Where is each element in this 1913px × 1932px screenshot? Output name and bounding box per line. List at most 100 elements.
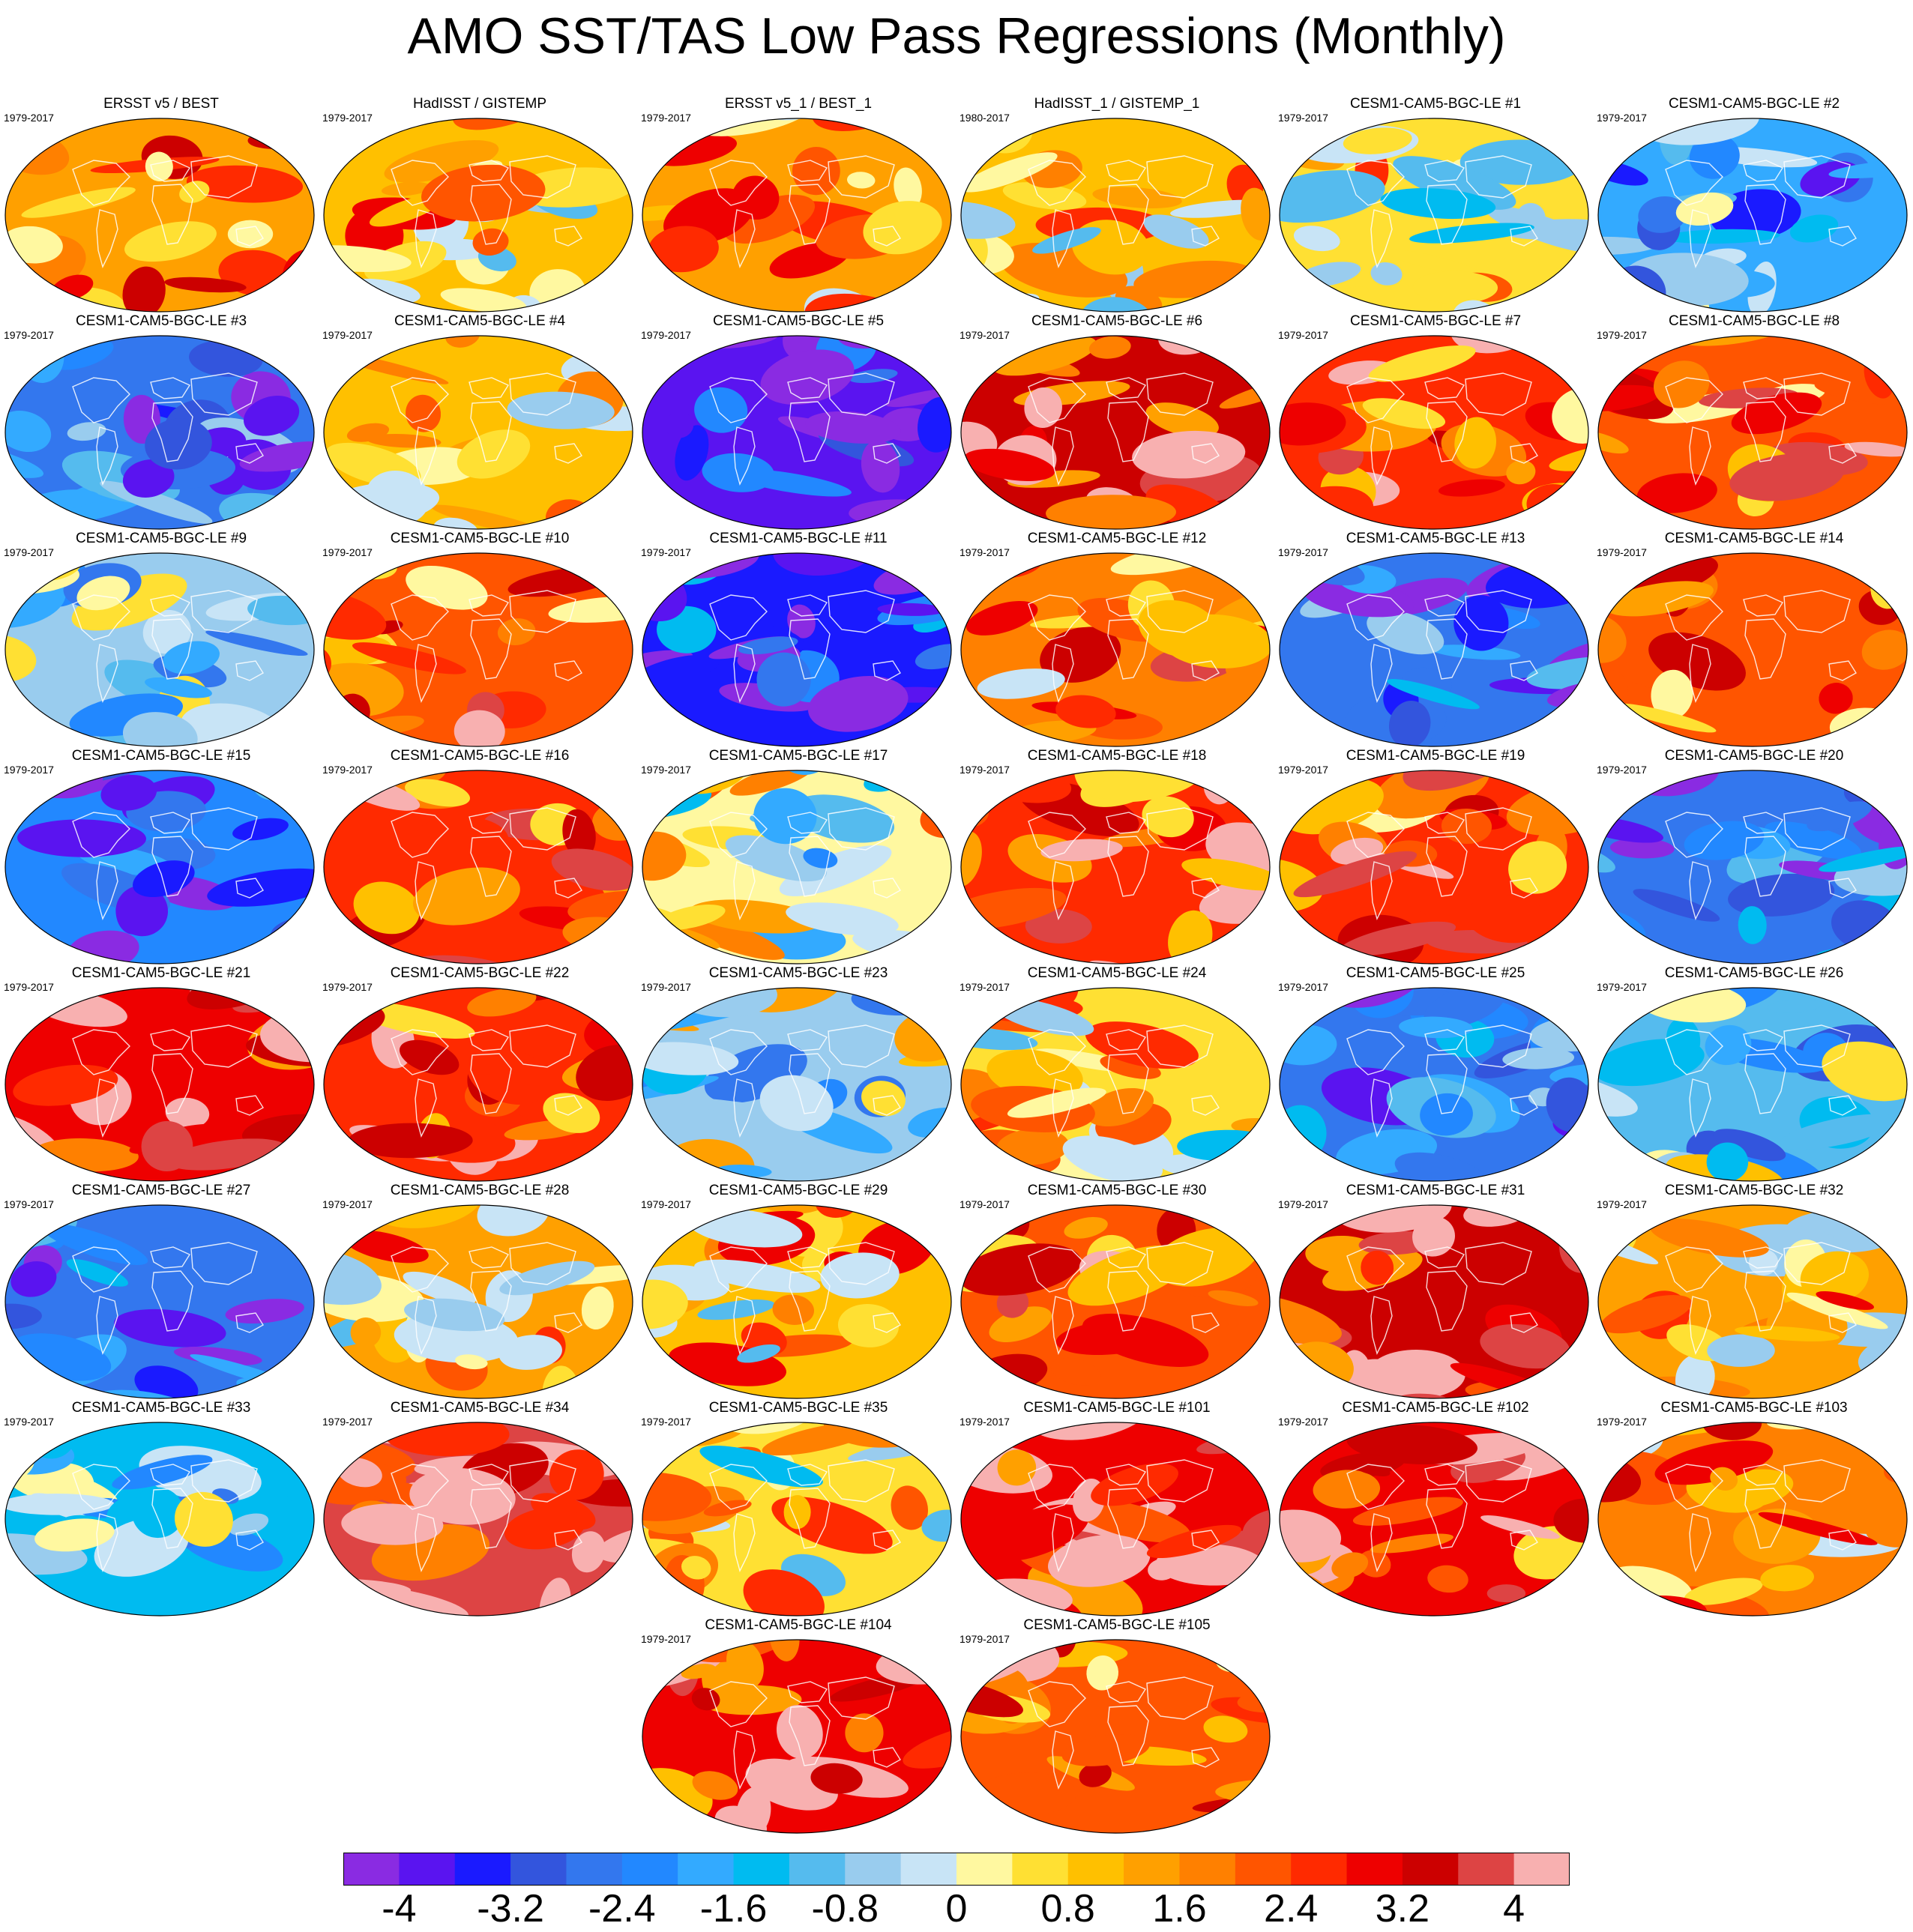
field-anomaly bbox=[1361, 1250, 1394, 1285]
field-anomaly bbox=[5, 1209, 67, 1223]
map-panel: CESM1-CAM5-BGC-LE #11 1979-2017 bbox=[641, 531, 956, 748]
coastline bbox=[1665, 594, 1723, 641]
field-anomaly bbox=[863, 201, 942, 255]
field-anomaly bbox=[173, 1346, 262, 1366]
field-anomaly bbox=[5, 410, 52, 453]
colorbar-tick-label: -0.8 bbox=[811, 1887, 879, 1931]
regression-map bbox=[642, 987, 952, 1182]
coastline bbox=[1191, 660, 1220, 681]
panel-years: 1979-2017 bbox=[959, 1633, 1010, 1645]
coastline bbox=[709, 1246, 768, 1293]
coastline bbox=[1743, 377, 1784, 399]
map-outline bbox=[4, 1422, 315, 1616]
regression-map bbox=[1597, 552, 1908, 747]
coastline bbox=[1744, 1488, 1786, 1549]
coastline bbox=[235, 660, 264, 681]
map-outline bbox=[4, 118, 315, 313]
coastline bbox=[96, 861, 118, 920]
field-anomaly bbox=[466, 1046, 550, 1105]
panel-title: CESM1-CAM5-BGC-LE #26 bbox=[1664, 965, 1844, 981]
coastline bbox=[1052, 1078, 1074, 1138]
field-anomaly bbox=[1738, 906, 1767, 944]
field-anomaly bbox=[787, 604, 816, 639]
map-outline bbox=[323, 770, 633, 965]
coastline bbox=[1107, 618, 1149, 680]
coastline bbox=[1743, 1246, 1784, 1269]
field-anomaly bbox=[1142, 796, 1194, 838]
field-anomaly bbox=[1242, 1508, 1270, 1551]
field-anomaly bbox=[1870, 988, 1907, 997]
colorbar-box bbox=[343, 1853, 400, 1886]
field-anomaly bbox=[1358, 1550, 1391, 1578]
field-anomaly bbox=[1483, 1204, 1520, 1207]
map-outline bbox=[642, 118, 952, 313]
colorbar-box bbox=[1458, 1853, 1515, 1886]
field-anomaly bbox=[5, 1580, 19, 1616]
field-anomaly bbox=[163, 641, 220, 674]
field-anomaly bbox=[419, 1096, 537, 1138]
panel-years: 1979-2017 bbox=[4, 546, 54, 558]
field-anomaly bbox=[381, 181, 432, 196]
coastline bbox=[1106, 812, 1147, 834]
panel-title: CESM1-CAM5-BGC-LE #17 bbox=[708, 748, 888, 764]
field-anomaly bbox=[1346, 1424, 1478, 1464]
coastline bbox=[190, 1459, 258, 1503]
field-anomaly bbox=[1814, 380, 1907, 405]
panel-years: 1979-2017 bbox=[1278, 546, 1328, 558]
field-anomaly bbox=[624, 804, 633, 822]
field-anomaly bbox=[274, 1394, 313, 1398]
colorbar-box bbox=[1012, 1853, 1069, 1886]
coastline bbox=[554, 226, 582, 247]
coastline bbox=[733, 1730, 756, 1790]
panel-years: 1979-2017 bbox=[1278, 764, 1328, 776]
coastline bbox=[470, 836, 512, 897]
field-anomaly bbox=[772, 553, 880, 576]
field-anomaly bbox=[1055, 434, 1100, 471]
field-anomaly bbox=[324, 245, 412, 273]
coastline bbox=[1146, 1676, 1214, 1720]
field-anomaly bbox=[1598, 988, 1621, 1003]
coastline bbox=[415, 426, 437, 486]
panel-years: 1979-2017 bbox=[4, 1416, 54, 1428]
coastline bbox=[1689, 1296, 1711, 1355]
coastline bbox=[1346, 1246, 1405, 1293]
field-anomaly bbox=[965, 601, 1038, 636]
colorbar-tick-label: 1.6 bbox=[1152, 1887, 1207, 1931]
field-anomaly bbox=[1280, 1293, 1342, 1344]
field-anomaly bbox=[1208, 1290, 1259, 1306]
coastline bbox=[1191, 1312, 1220, 1333]
field-anomaly bbox=[1370, 262, 1403, 286]
field-anomaly bbox=[421, 164, 546, 222]
coastline bbox=[789, 401, 831, 462]
map-outline bbox=[960, 1204, 1271, 1399]
field-anomaly bbox=[1160, 614, 1270, 668]
field-anomaly bbox=[1558, 1205, 1588, 1221]
field-anomaly bbox=[440, 288, 527, 312]
coastline bbox=[1465, 1459, 1532, 1503]
field-anomaly bbox=[1368, 345, 1476, 382]
field-anomaly bbox=[415, 815, 509, 861]
field-anomaly bbox=[1067, 1245, 1189, 1306]
field-anomaly bbox=[581, 1286, 614, 1330]
colorbar-labels: -4 -3.2 -2.4 -1.6 -0.8 0 0.8 1.6 2.4 3.2 4 bbox=[0, 1887, 1913, 1932]
field-anomaly bbox=[406, 394, 442, 432]
colorbar-box bbox=[1067, 1853, 1124, 1886]
field-anomaly bbox=[5, 283, 28, 303]
field-anomaly bbox=[726, 1640, 764, 1689]
field-anomaly bbox=[1280, 1351, 1294, 1389]
regression-map bbox=[959, 1422, 1271, 1617]
coastline bbox=[190, 1242, 258, 1285]
coastline bbox=[789, 1053, 831, 1114]
map-panel: CESM1-CAM5-BGC-LE #6 1979-2017 bbox=[959, 313, 1274, 531]
field-anomaly bbox=[1145, 402, 1219, 438]
coastline bbox=[96, 1296, 118, 1355]
field-anomaly bbox=[915, 644, 951, 670]
field-anomaly bbox=[1662, 229, 1780, 244]
panel-title: ERSST v5_1 / BEST_1 bbox=[724, 96, 873, 112]
coastline bbox=[828, 1676, 895, 1720]
field-anomaly bbox=[959, 1586, 963, 1617]
coastline bbox=[415, 1078, 437, 1138]
field-anomaly bbox=[992, 336, 1097, 376]
coastline bbox=[873, 1530, 901, 1551]
field-anomaly bbox=[1352, 1497, 1463, 1526]
